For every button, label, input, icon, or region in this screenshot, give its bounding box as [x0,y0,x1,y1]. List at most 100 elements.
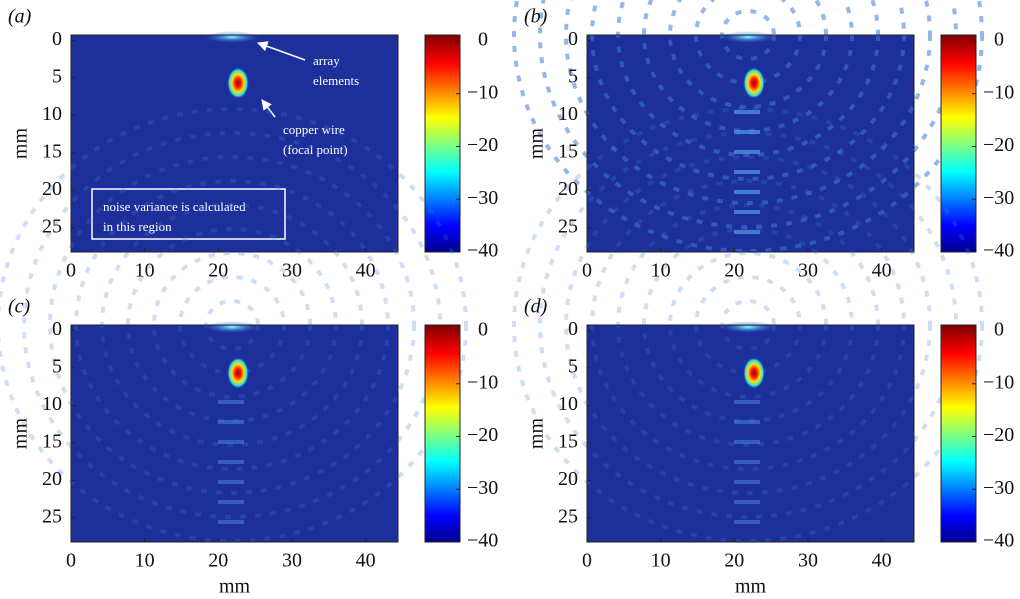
y-tick-label: 20 [42,178,62,200]
y-tick-label: 0 [568,28,578,50]
speckle [734,210,760,214]
panel: (a)mm0 10 20 30 4005101520250−10−20−30−40arr… [8,6,498,282]
annotation-text: copper wire [283,122,345,137]
speckle-arc [48,155,416,495]
colorbar-tick-label: 0 [478,319,488,341]
speckle-arc [512,0,984,253]
y-tick-label: 10 [42,393,62,415]
colorbar-tick-label: −40 [467,240,498,262]
annotation-arrow [257,41,306,61]
x-axis-label: mm [219,576,251,598]
y-tick-label: 5 [52,355,62,377]
x-tick-label: 10 [651,550,671,572]
colorbar-tick-label: −30 [983,187,1014,209]
speckle [218,440,244,444]
colorbar-tick-label: −10 [983,371,1014,393]
colorbar [424,324,461,543]
speckle-arc [0,107,468,543]
focal-spot [743,67,765,99]
annotation-text: array [313,53,340,68]
speckle [734,420,760,424]
y-tick-label: 5 [52,65,62,87]
y-tick-label: 15 [558,140,578,162]
colorbar-tick-label: −20 [467,424,498,446]
panel-label: (d) [524,296,548,318]
y-axis-label: mm [10,128,32,160]
plot-frame [70,34,399,253]
speckle-arc [564,0,932,205]
speckle-arc [512,107,984,543]
y-tick-label: 5 [568,65,578,87]
colorbar-tick-label: 0 [478,29,488,51]
image-background [71,325,398,542]
speckle [218,480,244,484]
y-tick-label: 25 [42,506,62,528]
colorbar-tick-label: −20 [983,424,1014,446]
x-tick-label: 10 [135,260,155,282]
y-tick-label: 10 [42,103,62,125]
x-tick-label: 0 [66,550,76,572]
annotation-box [91,188,286,240]
speckle [218,400,244,404]
y-tick-label: 5 [568,355,578,377]
focal-spot [227,357,249,389]
x-tick-label: 20 [724,550,744,572]
speckle [734,190,760,194]
speckle [734,500,760,504]
y-tick-label: 25 [42,216,62,238]
colorbar-tick-label: −40 [983,240,1014,262]
speckle [218,420,244,424]
speckle [734,440,760,444]
x-tick-label: 20 [208,550,228,572]
image-background [587,325,914,542]
speckle [734,150,760,154]
plot-frame [586,34,915,253]
colorbar-tick-label: −40 [983,530,1014,552]
x-tick-label: 0 [66,260,76,282]
y-tick-label: 15 [558,430,578,452]
colorbar-tick-label: −30 [983,477,1014,499]
speckle [218,520,244,524]
panel-label: (a) [8,6,32,28]
speckle [734,170,760,174]
colorbar-tick-label: −40 [467,530,498,552]
x-tick-label: 30 [282,260,302,282]
y-tick-label: 0 [568,318,578,340]
colorbar-tick-label: −20 [983,134,1014,156]
array-strip [204,321,260,333]
plot-frame [586,324,915,543]
colorbar-tick-label: 0 [994,319,1004,341]
x-tick-label: 30 [798,260,818,282]
heatmap-image [71,31,398,252]
focal-spot [743,357,765,389]
colorbar-tick-label: −10 [983,81,1014,103]
array-strip [204,31,260,43]
colorbar-tick-label: −30 [467,187,498,209]
heatmap-image [512,0,984,253]
speckle [734,130,760,134]
y-tick-label: 20 [42,468,62,490]
x-tick-label: 30 [282,550,302,572]
speckle [734,110,760,114]
image-background [587,35,914,252]
x-tick-label: 0 [582,550,592,572]
plot-frame [70,324,399,543]
y-tick-label: 25 [558,506,578,528]
x-axis-label: mm [735,576,767,598]
x-tick-label: 20 [724,260,744,282]
x-tick-label: 40 [872,260,892,282]
y-tick-label: 25 [558,216,578,238]
y-axis-label: mm [10,418,32,450]
colorbar-tick-label: 0 [994,29,1004,51]
annotation-arrow [261,99,276,118]
y-tick-label: 10 [558,393,578,415]
x-tick-label: 40 [356,550,376,572]
colorbar-tick-label: −20 [467,134,498,156]
annotation-text: in this region [103,219,172,234]
x-tick-label: 20 [208,260,228,282]
panel-label: (b) [524,6,548,28]
y-tick-label: 15 [42,430,62,452]
y-tick-label: 15 [42,140,62,162]
